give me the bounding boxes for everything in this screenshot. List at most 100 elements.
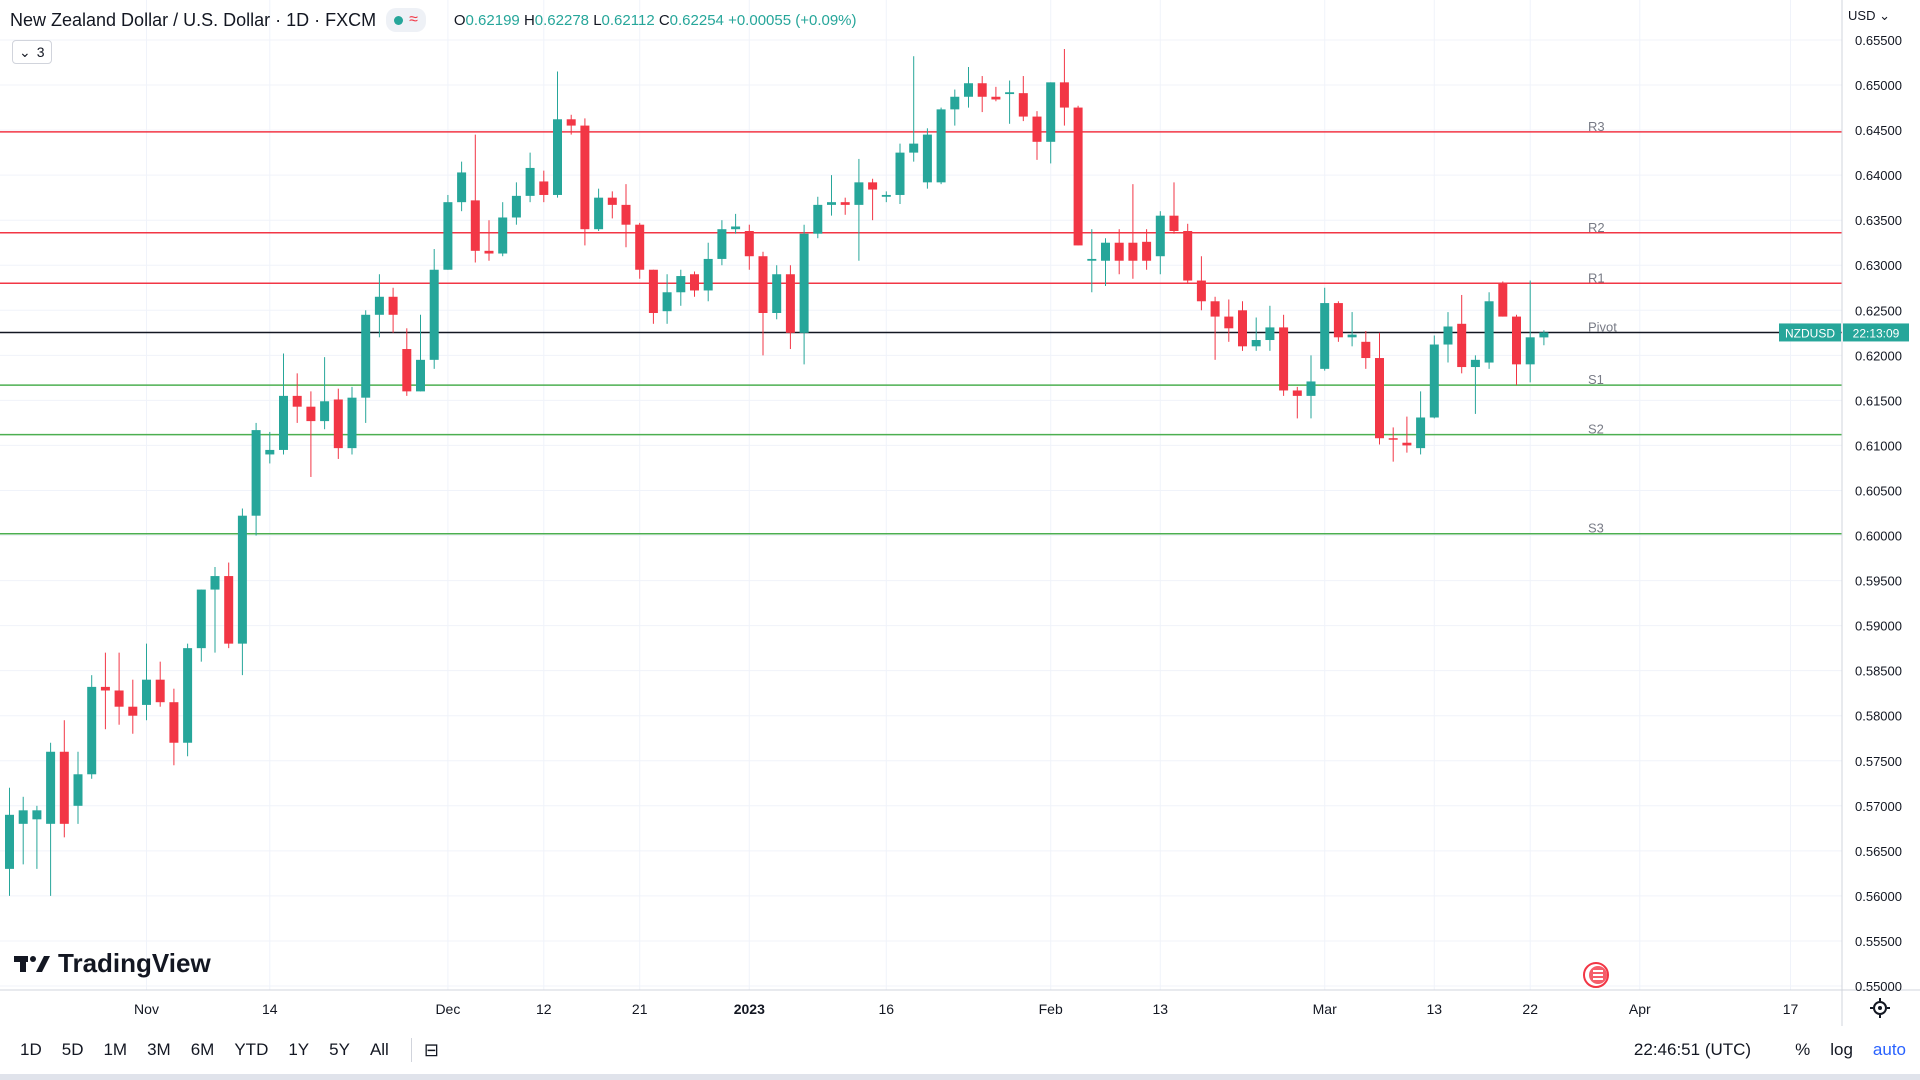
candle-body [1347, 334, 1357, 338]
candle-body [854, 182, 864, 205]
y-tick-label: 0.65000 [1855, 78, 1902, 93]
x-tick-label: 13 [1153, 1001, 1169, 1017]
candle-body [320, 401, 330, 422]
candle-body [1183, 231, 1193, 281]
candle-body [1169, 215, 1179, 232]
bottom-strip [0, 1074, 1920, 1080]
open-label: O [453, 11, 466, 29]
y-tick-label: 0.61000 [1855, 438, 1902, 453]
candle-body [169, 702, 179, 743]
range-3m[interactable]: 3M [147, 1040, 171, 1059]
candle-body [909, 143, 919, 153]
x-tick-label: 12 [536, 1001, 552, 1017]
candle-body [416, 359, 425, 392]
range-all[interactable]: All [369, 1040, 389, 1059]
market-status-pill[interactable]: ≈ [386, 8, 426, 32]
candle-body [1196, 280, 1206, 302]
candle-body [1443, 326, 1453, 345]
percent-scale-toggle[interactable]: % [1795, 1040, 1811, 1059]
x-tick-label: 2023 [734, 1001, 765, 1017]
candle-body [498, 217, 508, 254]
toolbar-right: 22:46:51 (UTC) % log auto [1634, 1040, 1906, 1060]
candle-body [758, 256, 768, 313]
candle-body [46, 751, 56, 824]
candle-body [662, 292, 672, 312]
candle-body [772, 274, 782, 313]
candle-body [1073, 107, 1083, 246]
candle-body [950, 96, 960, 110]
data-delay-icon: ≈ [409, 11, 418, 28]
range-5y[interactable]: 5Y [329, 1040, 350, 1059]
y-tick-label: 0.56000 [1855, 889, 1902, 904]
indicators-toggle[interactable]: ⌄ 3 [12, 40, 52, 64]
candle-body [744, 231, 754, 257]
range-1d[interactable]: 1D [20, 1040, 42, 1059]
candle-body [265, 449, 275, 455]
y-tick-label: 0.64500 [1855, 123, 1902, 138]
x-tick-label: Apr [1629, 1001, 1651, 1017]
price-axis[interactable]: 0.65500 0.65000 0.64500 0.64000 0.63500 0.630… [1855, 33, 1902, 994]
candle-body [1142, 241, 1152, 261]
close-label: C [658, 11, 670, 29]
x-tick-label: 17 [1783, 1001, 1799, 1017]
candle-body [1306, 381, 1316, 396]
candle-body [964, 83, 973, 97]
high-label: H [523, 11, 535, 29]
candle-body [87, 686, 97, 775]
candle-body [827, 202, 836, 205]
level-label-r1: R1 [1588, 270, 1605, 285]
range-6m[interactable]: 6M [190, 1040, 215, 1059]
candle-body [607, 197, 617, 205]
range-1y[interactable]: 1Y [288, 1040, 310, 1059]
currency-selector[interactable]: USD ⌄ [1848, 8, 1890, 24]
y-tick-label: 0.59500 [1855, 574, 1902, 589]
candle-body [142, 679, 151, 705]
candle-body [1114, 242, 1124, 261]
candle-body [1320, 303, 1330, 369]
tradingview-logo[interactable]: TradingView [14, 948, 211, 979]
range-ytd[interactable]: YTD [234, 1040, 269, 1059]
candle-body [183, 648, 193, 743]
candle-body [785, 274, 795, 333]
candle-body [1512, 316, 1521, 365]
candle-body [868, 182, 878, 190]
utc-clock[interactable]: 22:46:51 (UTC) [1633, 1040, 1752, 1059]
time-axis[interactable]: Nov 14 Dec 12 21 2023 16 Feb 13 Mar 13 22 Apr 17 [134, 1001, 1798, 1017]
range-1m[interactable]: 1M [103, 1040, 128, 1059]
level-label-s1: S1 [1588, 372, 1604, 387]
settings-gear-icon[interactable] [1870, 998, 1890, 1018]
candle-body [388, 296, 398, 315]
tradingview-logo-icon [14, 955, 50, 972]
candle-body [470, 200, 480, 251]
candle-body [429, 269, 439, 360]
countdown-tag [1843, 323, 1909, 342]
candle-body [1251, 340, 1261, 347]
candle-body [1018, 93, 1028, 117]
candle-body [1457, 323, 1467, 368]
y-tick-label: 0.65500 [1855, 33, 1902, 48]
date-range-icon[interactable]: ⊟ [423, 1039, 439, 1060]
auto-scale-toggle[interactable]: auto [1872, 1040, 1906, 1059]
x-tick-label: 16 [879, 1001, 895, 1017]
log-scale-toggle[interactable]: log [1830, 1040, 1853, 1059]
x-tick-label: 13 [1427, 1001, 1443, 1017]
economic-events-flag-icon[interactable] [1583, 962, 1609, 988]
level-label-s3: S3 [1588, 521, 1604, 536]
y-tick-label: 0.57500 [1855, 754, 1902, 769]
x-tick-label: Dec [435, 1001, 460, 1017]
candle-body [731, 226, 741, 230]
candle-body [196, 589, 206, 649]
candle-body [402, 349, 412, 392]
candle-body [237, 515, 247, 644]
close-value: 0.62254 [669, 11, 724, 29]
range-5d[interactable]: 5D [61, 1040, 84, 1059]
candle-body [1279, 327, 1289, 391]
symbol-title[interactable]: New Zealand Dollar / U.S. Dollar · 1D · … [10, 9, 377, 30]
open-value: 0.62199 [465, 11, 520, 29]
countdown-label: 22:13:09 [1853, 326, 1900, 340]
low-value: 0.62112 [601, 11, 655, 29]
candle-body [690, 274, 699, 291]
chevron-down-icon: ⌄ [1879, 8, 1890, 23]
candle-body [1525, 337, 1535, 365]
